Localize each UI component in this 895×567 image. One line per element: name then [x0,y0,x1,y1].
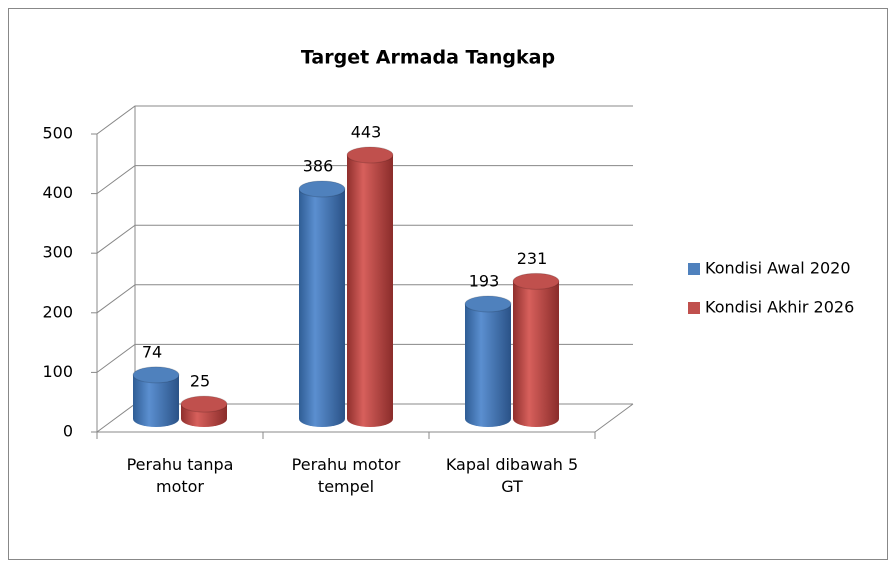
grid-line [96,165,633,195]
x-tick-label: Perahu tanpa motor [126,455,234,496]
y-tick-label: 100 [42,362,73,381]
bar-top [132,366,180,384]
bar-top [512,272,560,290]
y-tick-label: 500 [42,124,73,143]
bar-body [299,188,345,427]
grid-line [96,284,633,314]
bar-top [180,395,228,413]
data-label: 25 [190,372,210,391]
bar [298,180,346,427]
data-label: 74 [142,342,162,361]
bar-body [465,303,511,427]
bar [512,272,560,427]
y-tick-label: 0 [63,422,73,441]
bar-top [464,295,512,313]
y-tick-label: 200 [42,302,73,321]
data-label: 193 [469,271,500,290]
data-label: 231 [517,249,548,268]
data-label: 443 [351,122,382,141]
data-label: 386 [303,156,334,175]
floor-right [594,403,634,433]
bar-body [133,374,179,427]
legend-label: Kondisi Akhir 2026 [705,298,854,317]
legend-label: Kondisi Awal 2020 [705,259,851,278]
bar-body [513,281,559,427]
chart-border [8,8,888,560]
grid-line [96,224,633,254]
bar-top [346,146,394,164]
bar-body [347,154,393,427]
legend-swatch [688,263,700,275]
bar [464,295,512,427]
y-tick-label: 400 [42,183,73,202]
bar [346,146,394,427]
bar [180,395,228,427]
grid-line [96,105,633,135]
x-tick-label: Kapal dibawah 5 GT [445,455,579,496]
bar-top [298,180,346,198]
chart-title: Target Armada Tangkap [301,47,555,69]
legend-swatch [688,302,700,314]
bar [132,366,180,427]
x-tick-label: Perahu motor tempel [291,455,401,496]
y-tick-label: 300 [42,243,73,262]
